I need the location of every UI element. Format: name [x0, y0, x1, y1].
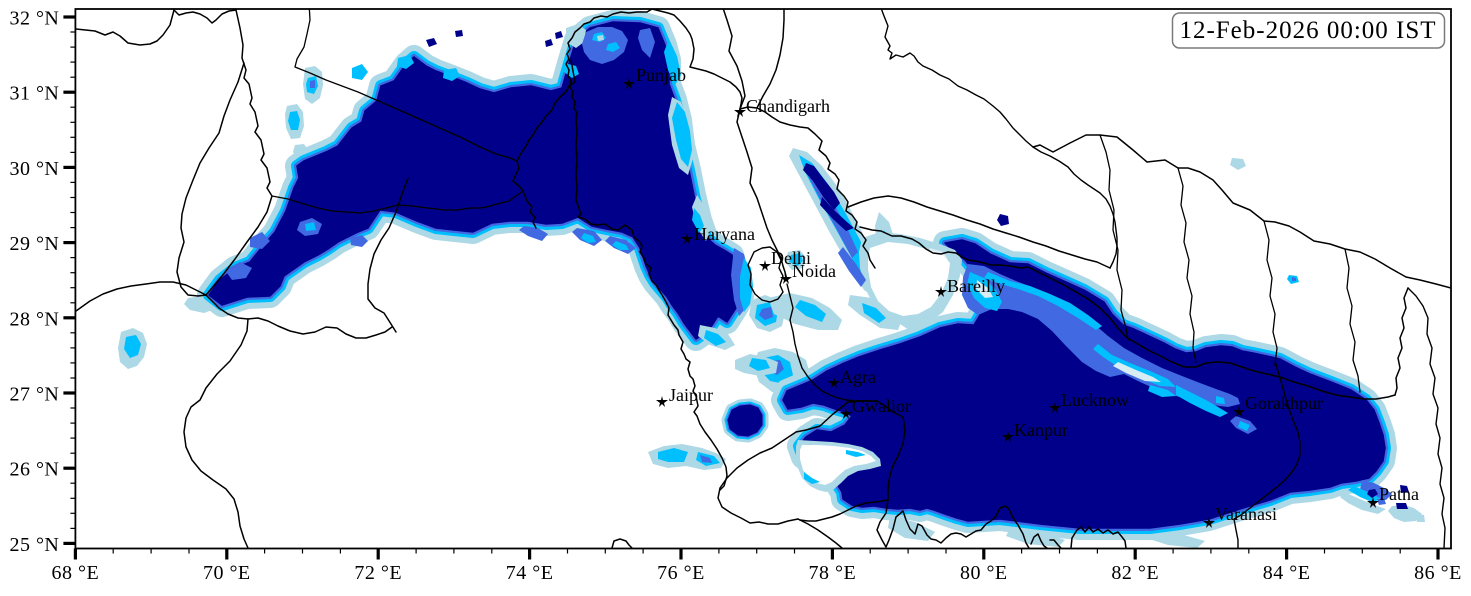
svg-text:86 °E: 86 °E [1414, 562, 1462, 584]
svg-text:29 °N: 29 °N [9, 233, 59, 255]
svg-text:68 °E: 68 °E [52, 562, 100, 584]
svg-text:78 °E: 78 °E [809, 562, 857, 584]
svg-text:Lucknow: Lucknow [1061, 390, 1129, 410]
svg-text:Haryana: Haryana [694, 224, 755, 244]
svg-text:30 °N: 30 °N [9, 158, 59, 180]
svg-text:Punjab: Punjab [636, 65, 686, 85]
svg-text:31 °N: 31 °N [9, 83, 59, 105]
svg-text:Gwalior: Gwalior [852, 396, 911, 416]
svg-text:70 °E: 70 °E [203, 562, 251, 584]
svg-text:32 °N: 32 °N [9, 8, 59, 30]
svg-text:26 °N: 26 °N [9, 459, 59, 481]
svg-text:Delhi: Delhi [771, 248, 811, 268]
svg-text:74 °E: 74 °E [506, 562, 554, 584]
svg-text:Varanasi: Varanasi [1215, 504, 1277, 524]
svg-text:25 °N: 25 °N [9, 534, 59, 556]
svg-text:Chandigarh: Chandigarh [746, 96, 830, 116]
svg-text:12-Feb-2026 00:00 IST: 12-Feb-2026 00:00 IST [1179, 17, 1436, 44]
svg-text:Bareilly: Bareilly [947, 276, 1005, 296]
svg-text:82 °E: 82 °E [1111, 562, 1159, 584]
svg-text:80 °E: 80 °E [960, 562, 1008, 584]
svg-text:Gorakhpur: Gorakhpur [1245, 393, 1323, 413]
svg-text:84 °E: 84 °E [1263, 562, 1311, 584]
svg-text:Kanpur: Kanpur [1014, 420, 1068, 440]
svg-text:Agra: Agra [840, 367, 876, 387]
svg-text:28 °N: 28 °N [9, 308, 59, 330]
svg-text:27 °N: 27 °N [9, 384, 59, 406]
svg-text:Noida: Noida [792, 261, 836, 281]
svg-text:72 °E: 72 °E [354, 562, 402, 584]
svg-text:Jaipur: Jaipur [669, 385, 713, 405]
svg-text:Patna: Patna [1379, 484, 1419, 504]
svg-text:76 °E: 76 °E [657, 562, 705, 584]
